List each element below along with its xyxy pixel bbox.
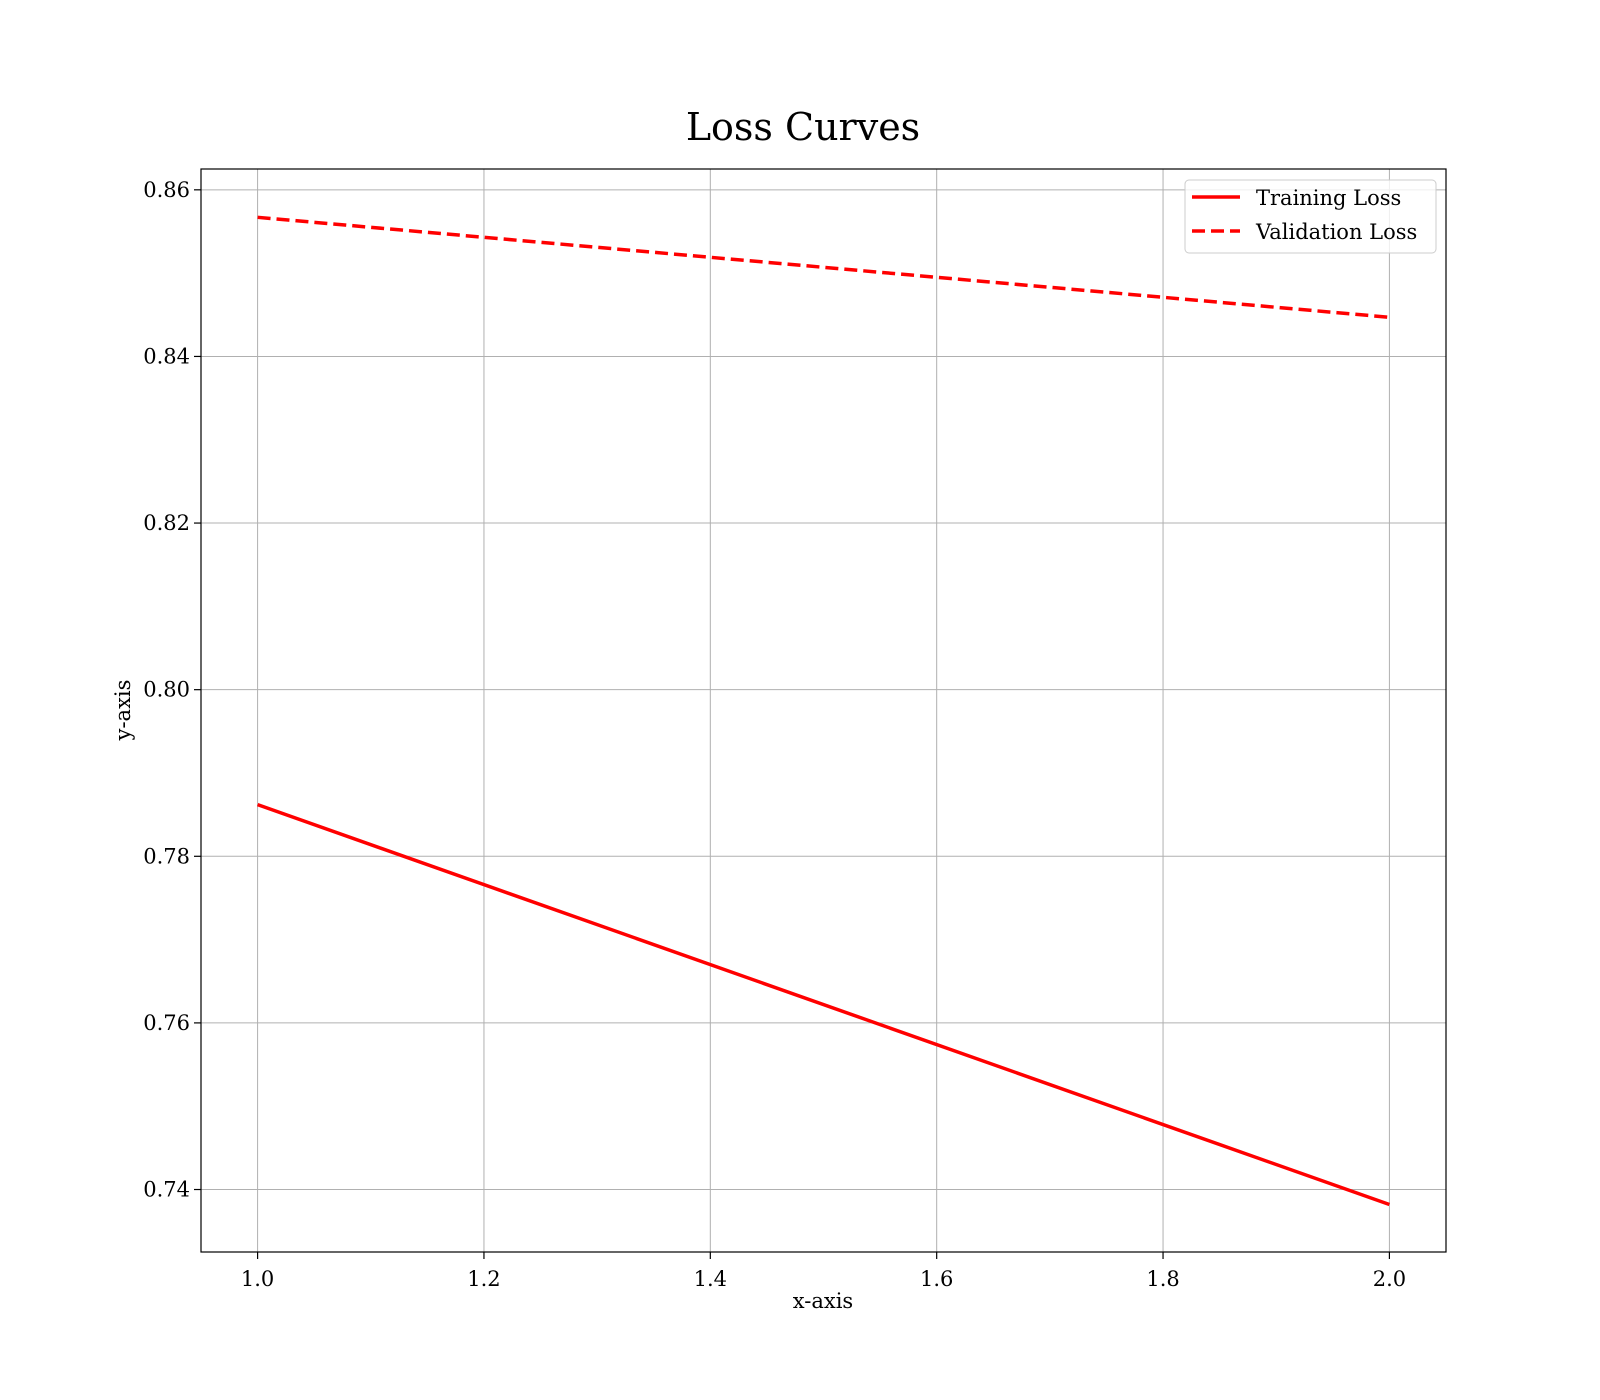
series-line-training-loss [257, 802, 1390, 1207]
x-tick-label: 1.8 [1146, 1267, 1179, 1291]
y-tick-label: 0.78 [143, 844, 190, 868]
y-tick-label: 0.74 [143, 1178, 190, 1202]
y-tick-label: 0.80 [143, 678, 190, 702]
x-tick-label: 2.0 [1373, 1267, 1406, 1291]
axis-ticks: 1.0 1.2 1.4 1.6 1.8 2.0 0.74 0.76 0.78 0.80 0.82 0.… [143, 178, 1406, 1291]
x-tick-label: 1.6 [920, 1267, 953, 1291]
plot-area-frame [200, 168, 1447, 1253]
y-tick-label: 0.82 [143, 511, 190, 535]
plot-series [257, 215, 1390, 1207]
y-tick-label: 0.86 [143, 178, 190, 202]
x-tick-label: 1.2 [467, 1267, 500, 1291]
legend-box [1184, 179, 1437, 254]
legend-label-training-loss: Training Loss [1256, 186, 1401, 210]
y-tick-label: 0.84 [143, 344, 190, 368]
x-axis-label: x-axis [793, 1289, 853, 1313]
y-tick-label: 0.76 [143, 1011, 190, 1035]
legend: Training Loss Validation Loss [1184, 179, 1437, 254]
x-tick-label: 1.4 [694, 1267, 727, 1291]
y-axis-label: y-axis [111, 680, 135, 742]
x-tick-label: 1.0 [241, 1267, 274, 1291]
legend-label-validation-loss: Validation Loss [1255, 220, 1417, 244]
chart-title: Loss Curves [686, 105, 920, 149]
grid [201, 169, 1446, 1252]
